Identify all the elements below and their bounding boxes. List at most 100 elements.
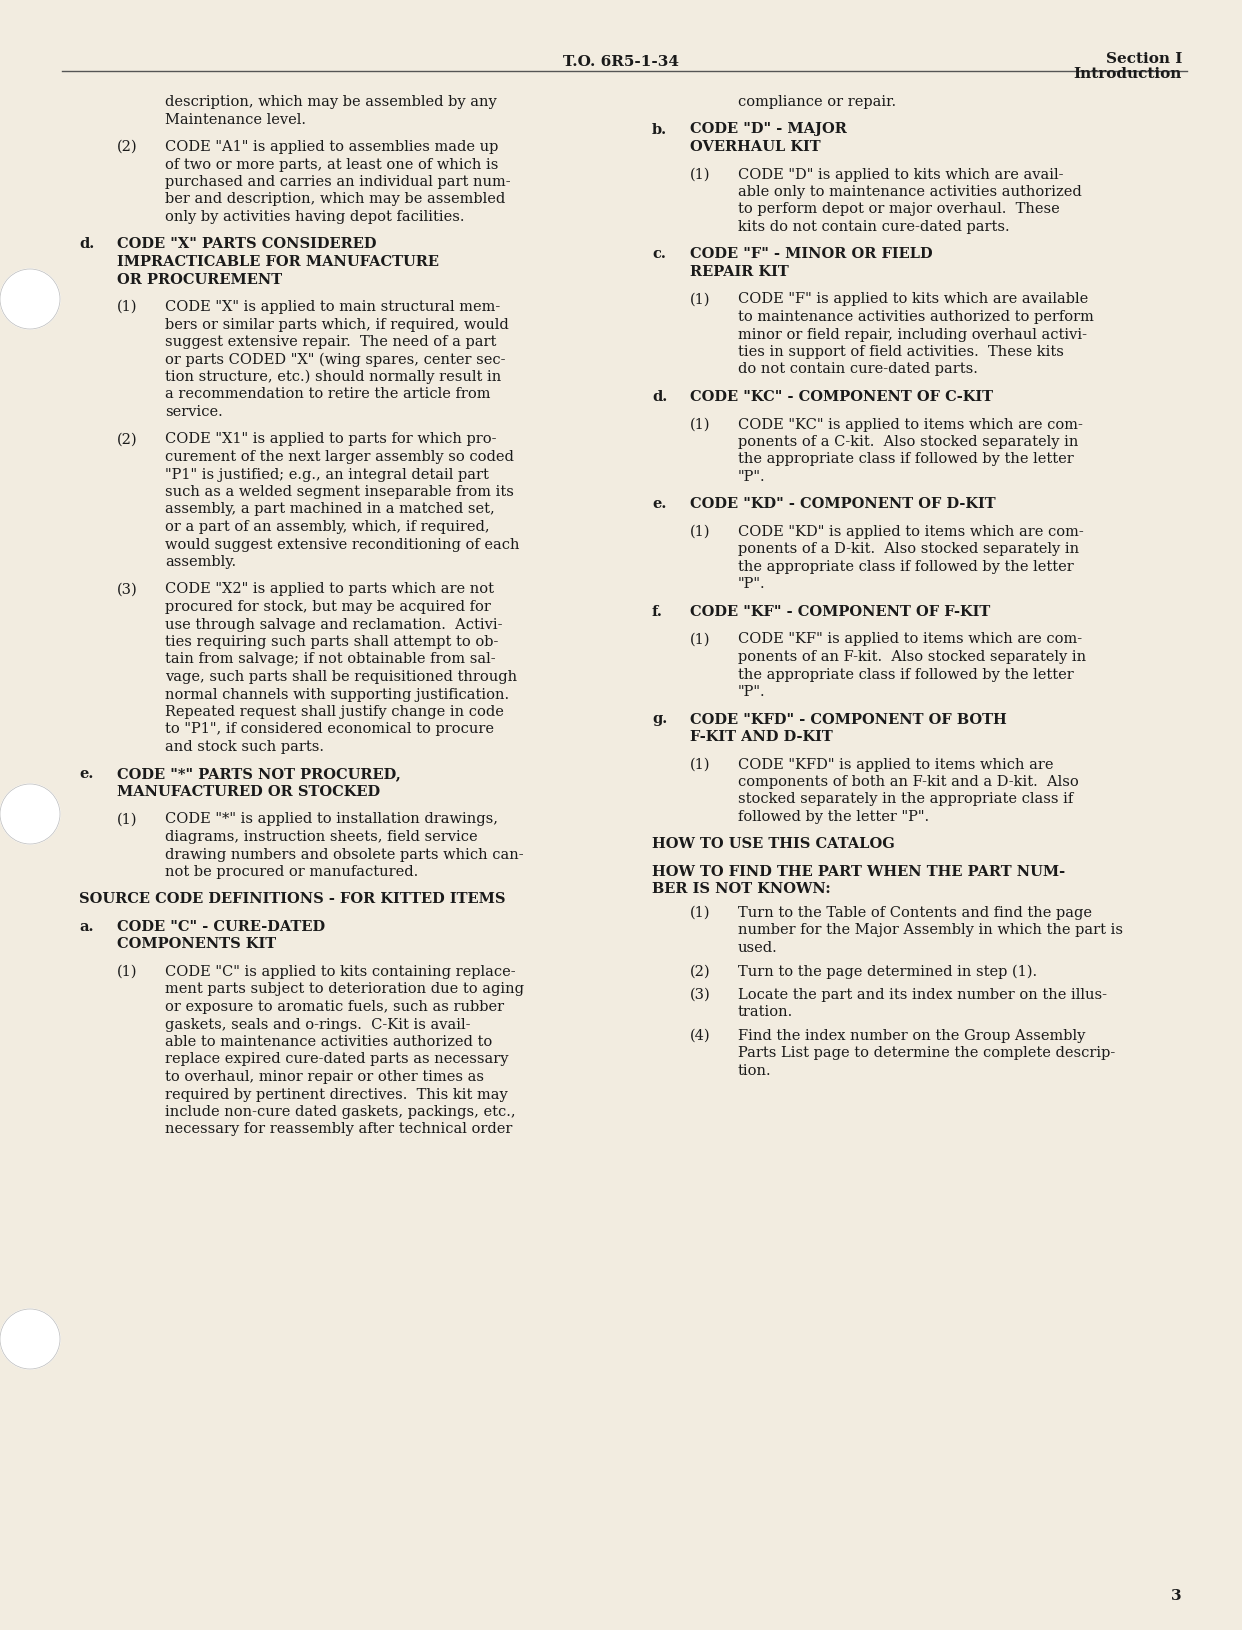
Text: Parts List page to determine the complete descrip-: Parts List page to determine the complet… [738,1046,1115,1060]
Text: CODE "KC" is applied to items which are com-: CODE "KC" is applied to items which are … [738,417,1083,432]
Text: (1): (1) [691,632,710,645]
Text: Section I: Section I [1105,52,1182,65]
Text: tration.: tration. [738,1004,794,1019]
Circle shape [0,271,60,329]
Text: ment parts subject to deterioration due to aging: ment parts subject to deterioration due … [165,981,524,996]
Text: description, which may be assembled by any: description, which may be assembled by a… [165,95,497,109]
Text: CODE "D" - MAJOR: CODE "D" - MAJOR [691,122,847,137]
Text: CODE "KFD" - COMPONENT OF BOTH: CODE "KFD" - COMPONENT OF BOTH [691,712,1007,725]
Text: b.: b. [652,122,667,137]
Text: CODE "F" - MINOR OR FIELD: CODE "F" - MINOR OR FIELD [691,248,933,261]
Text: followed by the letter "P".: followed by the letter "P". [738,810,929,823]
Text: such as a welded segment inseparable from its: such as a welded segment inseparable fro… [165,484,514,499]
Text: CODE "X2" is applied to parts which are not: CODE "X2" is applied to parts which are … [165,582,494,597]
Text: the appropriate class if followed by the letter: the appropriate class if followed by the… [738,559,1074,574]
Text: CODE "KC" - COMPONENT OF C-KIT: CODE "KC" - COMPONENT OF C-KIT [691,390,994,404]
Text: drawing numbers and obsolete parts which can-: drawing numbers and obsolete parts which… [165,848,524,861]
Text: (2): (2) [691,963,710,978]
Text: REPAIR KIT: REPAIR KIT [691,264,789,279]
Text: e.: e. [79,768,93,781]
Text: not be procured or manufactured.: not be procured or manufactured. [165,864,419,879]
Text: service.: service. [165,404,222,419]
Text: or exposure to aromatic fuels, such as rubber: or exposure to aromatic fuels, such as r… [165,999,504,1014]
Text: number for the Major Assembly in which the part is: number for the Major Assembly in which t… [738,923,1123,937]
Text: (1): (1) [691,292,710,306]
Text: required by pertinent directives.  This kit may: required by pertinent directives. This k… [165,1087,508,1100]
Text: "P".: "P". [738,685,765,699]
Text: to perform depot or major overhaul.  These: to perform depot or major overhaul. Thes… [738,202,1059,217]
Text: BER IS NOT KNOWN:: BER IS NOT KNOWN: [652,882,831,896]
Text: ponents of an F-kit.  Also stocked separately in: ponents of an F-kit. Also stocked separa… [738,650,1086,663]
Text: tion.: tion. [738,1063,771,1077]
Text: CODE "X" is applied to main structural mem-: CODE "X" is applied to main structural m… [165,300,501,315]
Text: Repeated request shall justify change in code: Repeated request shall justify change in… [165,704,504,719]
Text: 3: 3 [1171,1588,1182,1602]
Text: f.: f. [652,605,663,619]
Text: "P1" is justified; e.g., an integral detail part: "P1" is justified; e.g., an integral det… [165,468,489,481]
Text: CODE "*" is applied to installation drawings,: CODE "*" is applied to installation draw… [165,812,498,826]
Text: (1): (1) [117,965,138,978]
Text: ponents of a D-kit.  Also stocked separately in: ponents of a D-kit. Also stocked separat… [738,543,1079,556]
Text: CODE "KF" - COMPONENT OF F-KIT: CODE "KF" - COMPONENT OF F-KIT [691,605,990,619]
Text: minor or field repair, including overhaul activi-: minor or field repair, including overhau… [738,328,1087,341]
Text: ties requiring such parts shall attempt to ob-: ties requiring such parts shall attempt … [165,634,498,649]
Text: MANUFACTURED OR STOCKED: MANUFACTURED OR STOCKED [117,784,380,799]
Text: tion structure, etc.) should normally result in: tion structure, etc.) should normally re… [165,370,502,385]
Text: CODE "F" is applied to kits which are available: CODE "F" is applied to kits which are av… [738,292,1088,306]
Text: kits do not contain cure-dated parts.: kits do not contain cure-dated parts. [738,220,1010,233]
Text: CODE "D" is applied to kits which are avail-: CODE "D" is applied to kits which are av… [738,168,1063,181]
Text: F-KIT AND D-KIT: F-KIT AND D-KIT [691,730,832,743]
Text: to overhaul, minor repair or other times as: to overhaul, minor repair or other times… [165,1069,484,1084]
Text: able only to maintenance activities authorized: able only to maintenance activities auth… [738,184,1082,199]
Text: vage, such parts shall be requisitioned through: vage, such parts shall be requisitioned … [165,670,517,683]
Text: Find the index number on the Group Assembly: Find the index number on the Group Assem… [738,1029,1086,1042]
Text: (1): (1) [117,812,138,826]
Text: only by activities having depot facilities.: only by activities having depot faciliti… [165,210,465,223]
Text: bers or similar parts which, if required, would: bers or similar parts which, if required… [165,318,509,331]
Text: Introduction: Introduction [1073,67,1182,82]
Text: stocked separately in the appropriate class if: stocked separately in the appropriate cl… [738,792,1073,805]
Text: normal channels with supporting justification.: normal channels with supporting justific… [165,688,509,701]
Text: OVERHAUL KIT: OVERHAUL KIT [691,140,821,153]
Text: OR PROCUREMENT: OR PROCUREMENT [117,272,282,287]
Text: replace expired cure-dated parts as necessary: replace expired cure-dated parts as nece… [165,1051,508,1066]
Text: able to maintenance activities authorized to: able to maintenance activities authorize… [165,1035,492,1048]
Text: (3): (3) [691,988,710,1001]
Text: e.: e. [652,497,667,512]
Text: g.: g. [652,712,667,725]
Text: (1): (1) [691,417,710,432]
Text: use through salvage and reclamation.  Activi-: use through salvage and reclamation. Act… [165,618,503,631]
Text: HOW TO FIND THE PART WHEN THE PART NUM-: HOW TO FIND THE PART WHEN THE PART NUM- [652,864,1066,879]
Text: do not contain cure-dated parts.: do not contain cure-dated parts. [738,362,977,377]
Text: CODE "A1" is applied to assemblies made up: CODE "A1" is applied to assemblies made … [165,140,498,153]
Text: IMPRACTICABLE FOR MANUFACTURE: IMPRACTICABLE FOR MANUFACTURE [117,254,438,269]
Text: T.O. 6R5-1-34: T.O. 6R5-1-34 [563,55,679,68]
Circle shape [0,1309,60,1369]
Text: (1): (1) [691,905,710,919]
Circle shape [0,784,60,844]
Text: CODE "*" PARTS NOT PROCURED,: CODE "*" PARTS NOT PROCURED, [117,768,401,781]
Text: (3): (3) [117,582,138,597]
Text: CODE "C" - CURE-DATED: CODE "C" - CURE-DATED [117,919,325,934]
Text: Turn to the page determined in step (1).: Turn to the page determined in step (1). [738,963,1037,978]
Text: curement of the next larger assembly so coded: curement of the next larger assembly so … [165,450,514,463]
Text: Maintenance level.: Maintenance level. [165,112,306,127]
Text: purchased and carries an individual part num-: purchased and carries an individual part… [165,174,510,189]
Text: CODE "C" is applied to kits containing replace-: CODE "C" is applied to kits containing r… [165,965,515,978]
Text: (1): (1) [691,525,710,538]
Text: or a part of an assembly, which, if required,: or a part of an assembly, which, if requ… [165,520,489,533]
Text: and stock such parts.: and stock such parts. [165,740,324,753]
Text: assembly.: assembly. [165,554,236,569]
Text: ties in support of field activities.  These kits: ties in support of field activities. The… [738,346,1064,359]
Text: SOURCE CODE DEFINITIONS - FOR KITTED ITEMS: SOURCE CODE DEFINITIONS - FOR KITTED ITE… [79,892,505,906]
Text: CODE "X1" is applied to parts for which pro-: CODE "X1" is applied to parts for which … [165,432,497,447]
Text: procured for stock, but may be acquired for: procured for stock, but may be acquired … [165,600,491,613]
Text: would suggest extensive reconditioning of each: would suggest extensive reconditioning o… [165,538,519,551]
Text: CODE "KF" is applied to items which are com-: CODE "KF" is applied to items which are … [738,632,1082,645]
Text: (1): (1) [691,756,710,771]
Text: (2): (2) [117,140,138,153]
Text: CODE "KD" - COMPONENT OF D-KIT: CODE "KD" - COMPONENT OF D-KIT [691,497,996,512]
Text: CODE "KFD" is applied to items which are: CODE "KFD" is applied to items which are [738,756,1053,771]
Text: or parts CODED "X" (wing spares, center sec-: or parts CODED "X" (wing spares, center … [165,352,505,367]
Text: (1): (1) [117,300,138,315]
